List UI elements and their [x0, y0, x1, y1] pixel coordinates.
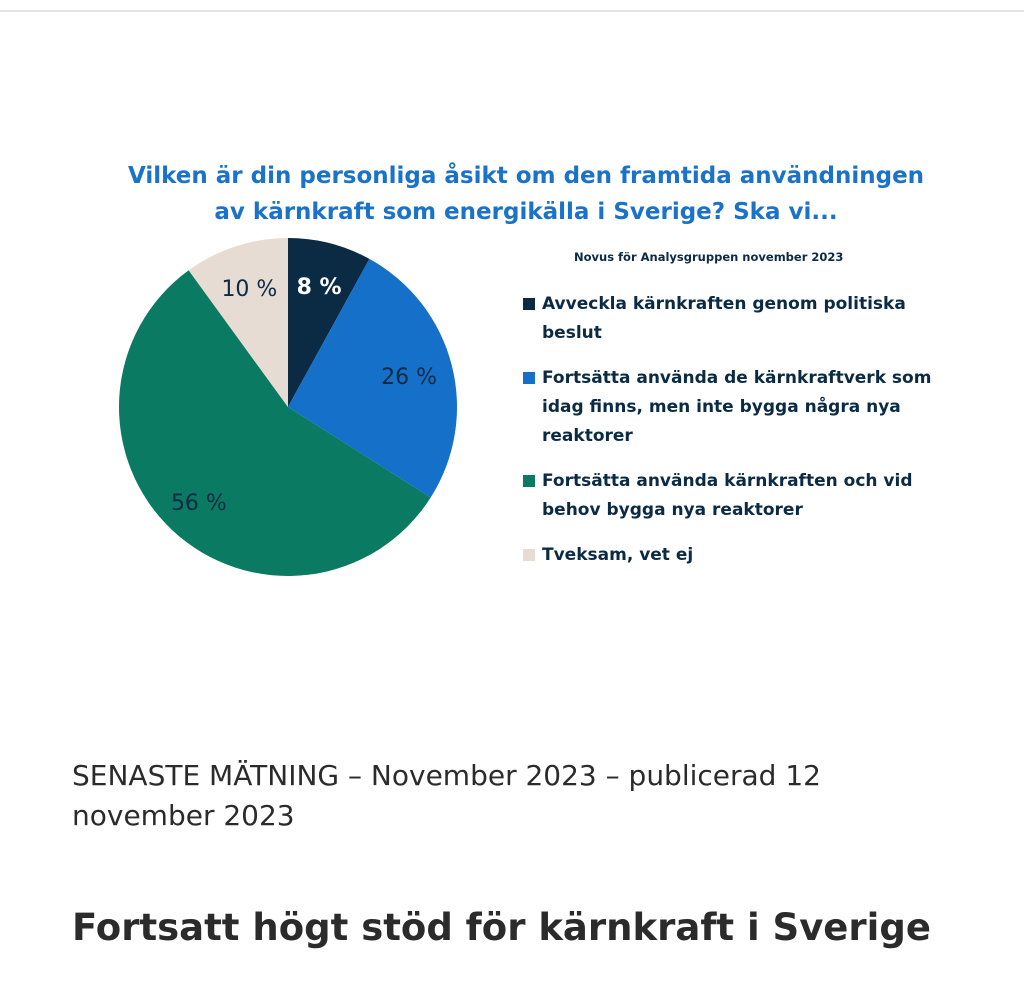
pie-slice-avveckla	[288, 238, 370, 407]
top-border	[0, 0, 1024, 12]
legend-swatch-fortsatta-befintliga	[523, 372, 535, 384]
legend-label-bygga-nya: Fortsätta använda kärnkraften och vid be…	[542, 471, 913, 520]
chart-title-line-1: Vilken är din personliga åsikt om den fr…	[127, 163, 925, 189]
legend-swatch-bygga-nya	[523, 475, 535, 487]
pie-slice-bygga-nya	[118, 270, 431, 577]
chart-title-line-2: av kärnkraft som energikälla i Sverige? …	[214, 199, 838, 225]
legend-item-avveckla: Avveckla kärnkraften genom politiska bes…	[523, 290, 943, 348]
pie-label-bygga-nya: 56 %	[171, 491, 227, 516]
pie-slice-fortsatta-befintliga	[288, 258, 457, 498]
legend-item-fortsatta-befintliga: Fortsätta använda de kärnkraftverk som i…	[523, 364, 943, 451]
pie-label-tveksam: 10 %	[221, 277, 277, 302]
legend-label-avveckla: Avveckla kärnkraften genom politiska bes…	[542, 294, 906, 343]
pie-label-fortsatta-befintliga: 26 %	[381, 365, 437, 390]
chart-legend: Avveckla kärnkraften genom politiska bes…	[523, 290, 943, 586]
legend-label-fortsatta-befintliga: Fortsätta använda de kärnkraftverk som i…	[542, 368, 932, 446]
legend-swatch-tveksam	[523, 549, 535, 561]
pie-slice-tveksam	[188, 238, 288, 407]
measurement-date-line: SENASTE MÄTNING – November 2023 – public…	[72, 759, 821, 832]
article-headline: Fortsatt högt stöd för kärnkraft i Sveri…	[72, 906, 931, 949]
legend-swatch-avveckla	[523, 298, 535, 310]
pie-label-avveckla: 8 %	[297, 275, 342, 300]
legend-item-bygga-nya: Fortsätta använda kärnkraften och vid be…	[523, 467, 943, 525]
pie-chart: 8 % 26 % 56 % 10 %	[118, 238, 457, 577]
legend-item-tveksam: Tveksam, vet ej	[523, 541, 943, 570]
chart-subtitle: Novus för Analysgruppen november 2023	[574, 250, 844, 264]
legend-label-tveksam: Tveksam, vet ej	[542, 545, 694, 565]
chart-title: Vilken är din personliga åsikt om den fr…	[0, 158, 1024, 230]
